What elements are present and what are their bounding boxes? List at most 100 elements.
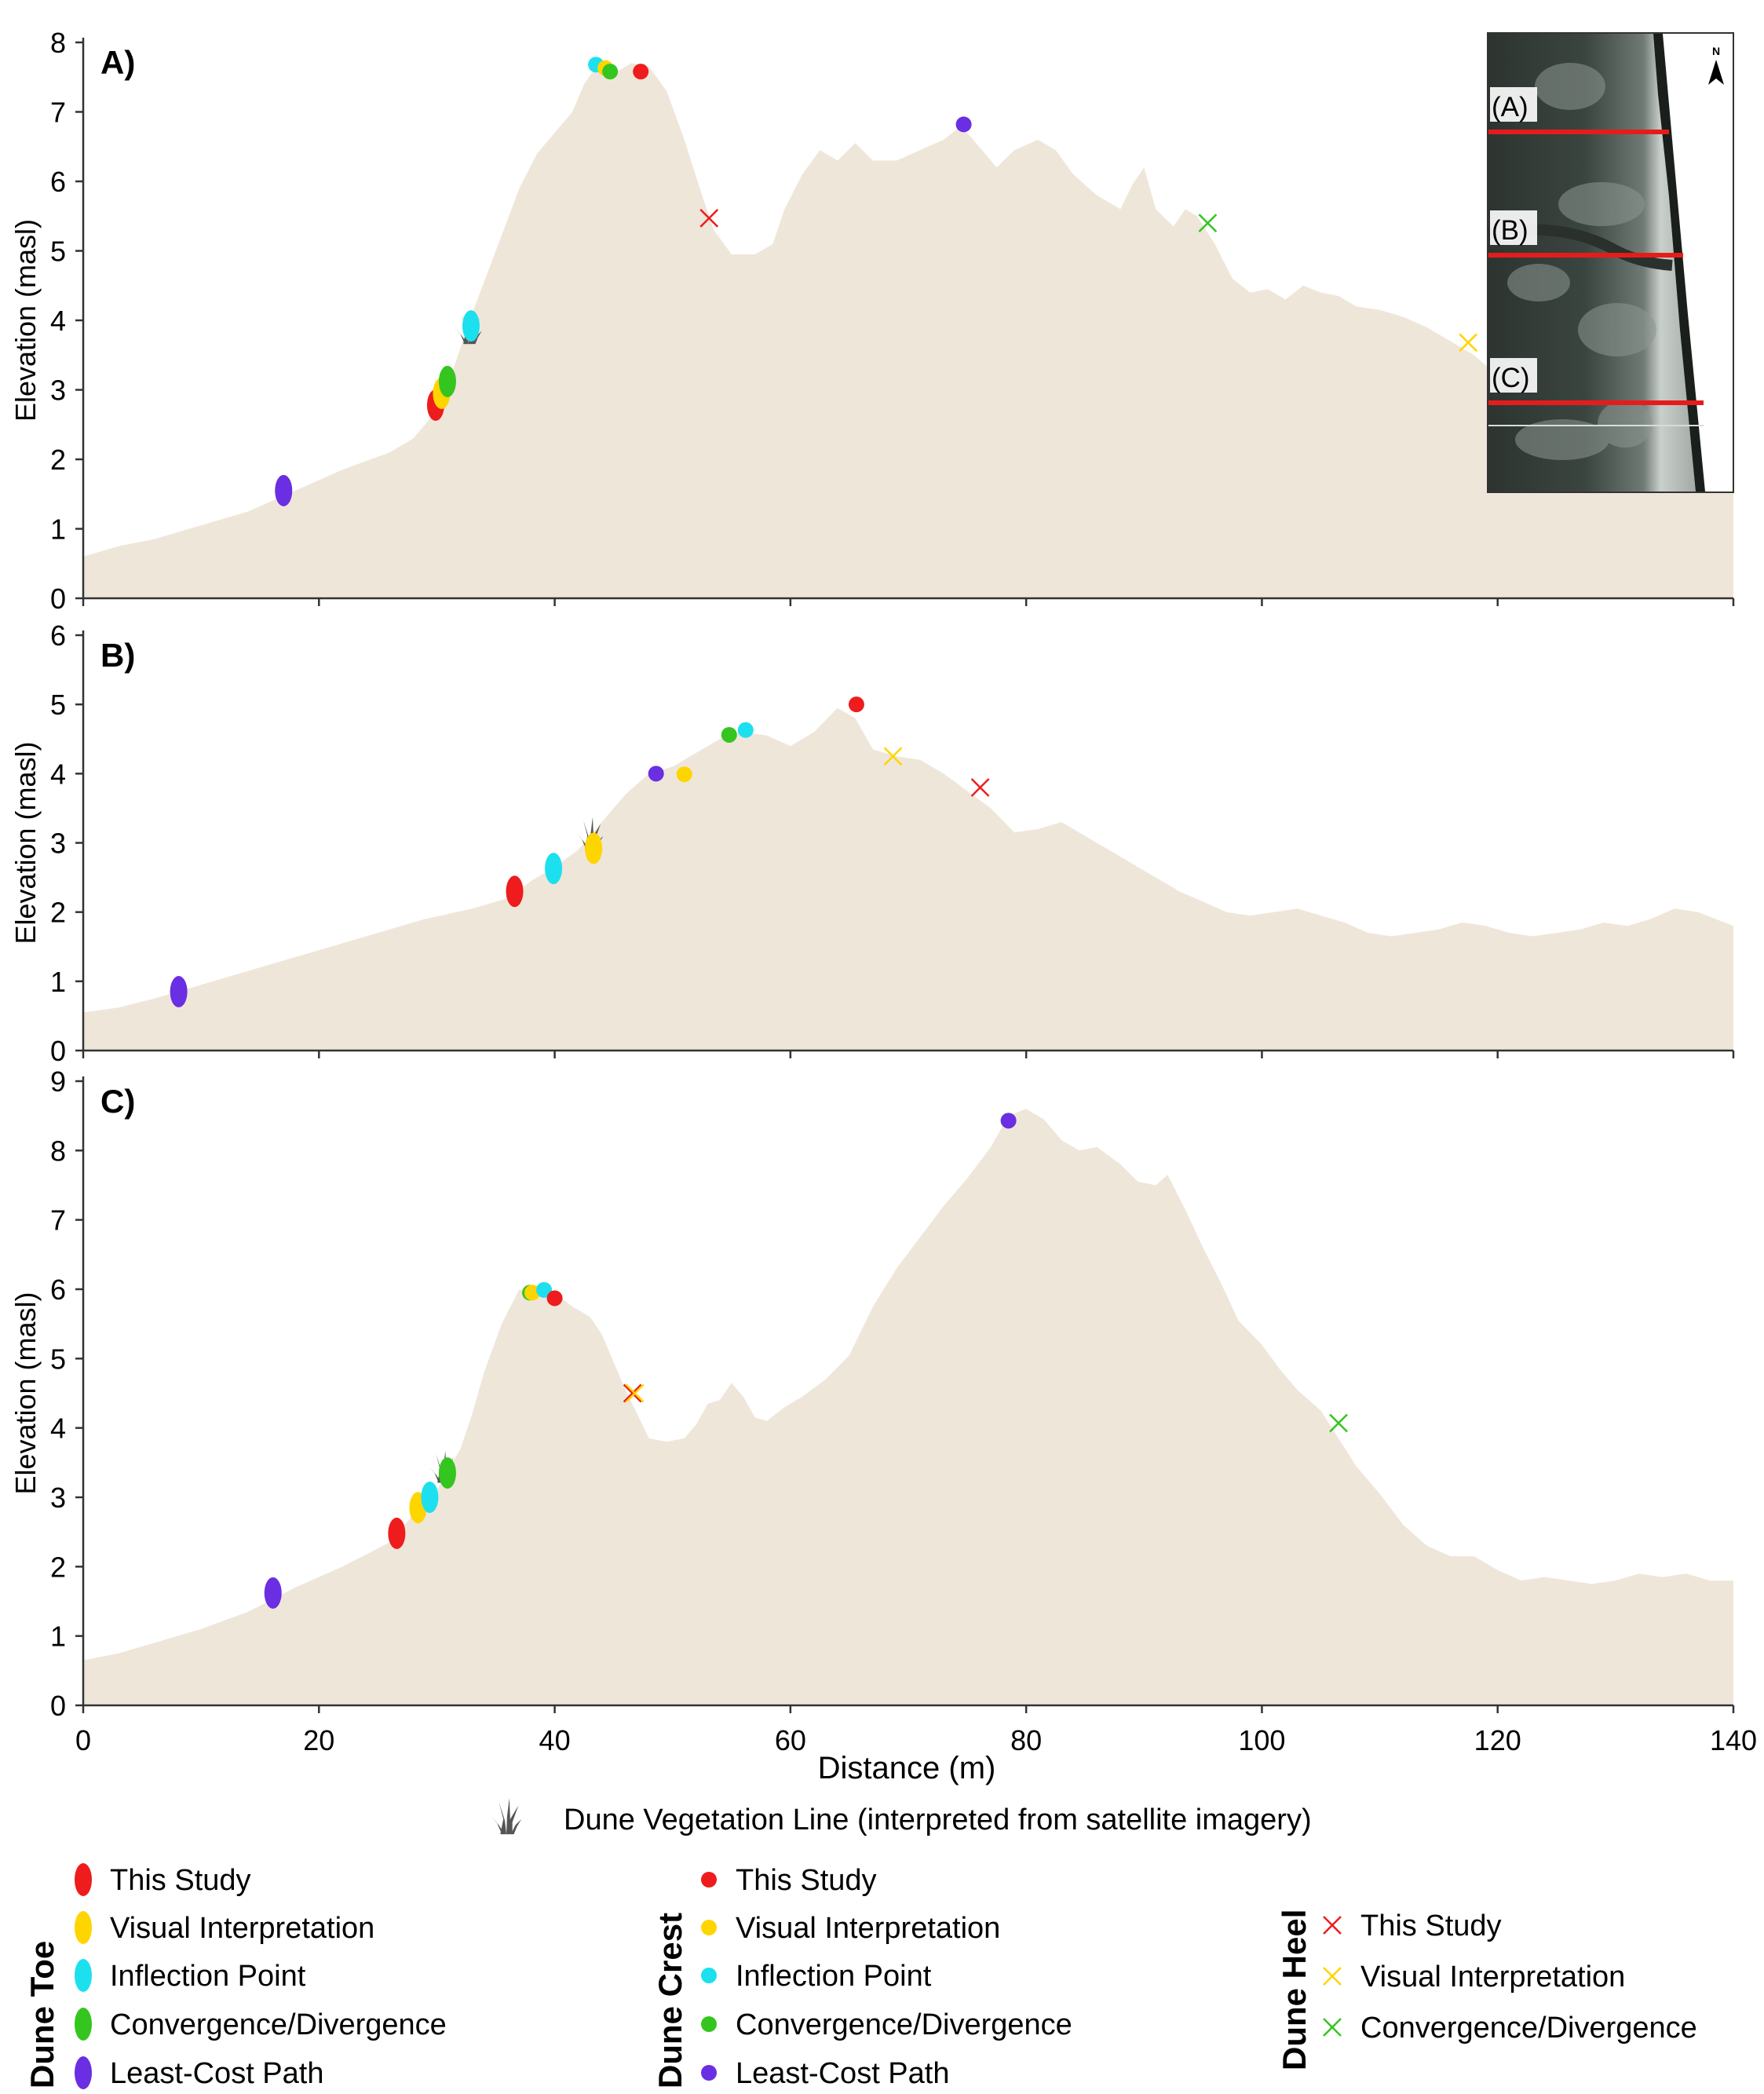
vegetation-legend: Dune Vegetation Line (interpreted from s…: [491, 1798, 1312, 1836]
y-tick-label: 7: [50, 1204, 66, 1237]
legend-marker-visual-interpretation: [1323, 1967, 1342, 1986]
vegetation-legend-label: Dune Vegetation Line (interpreted from s…: [564, 1803, 1312, 1836]
legend-label-least-cost-path: Least-Cost Path: [736, 2057, 949, 2090]
panel-label: B): [100, 637, 135, 674]
dune-crest-convergence-divergence: [721, 726, 737, 743]
legend-marker-least-cost-path: [701, 2065, 717, 2081]
x-tick-label: 140: [1710, 1724, 1757, 1756]
dune-toe-least-cost-path: [275, 474, 293, 506]
y-tick-label: 4: [50, 305, 66, 337]
dune-crest-this-study: [633, 64, 649, 80]
legend-label-visual-interpretation: Visual Interpretation: [110, 1912, 374, 1945]
y-tick-label: 8: [50, 1135, 66, 1167]
dune-crest-least-cost-path: [955, 116, 972, 133]
y-tick-label: 3: [50, 828, 66, 860]
panel-label: C): [100, 1083, 135, 1120]
y-tick-label: 8: [50, 27, 66, 59]
y-tick-label: 9: [50, 1065, 66, 1098]
y-tick-label: 4: [50, 1412, 66, 1445]
panel-a: 0 1 2 3 4 5 6 7 8 Elevation (masl) A): [9, 27, 1735, 615]
legend-marker-this-study: [75, 1863, 92, 1896]
dune-crest-least-cost-path: [648, 766, 664, 782]
legend-marker-convergence-divergence: [701, 2016, 717, 2032]
y-tick-label: 1: [50, 1621, 66, 1653]
dune-heel-convergence-divergence: [1329, 1413, 1348, 1433]
legend-label-convergence-divergence: Convergence/Divergence: [736, 2008, 1072, 2041]
legend-title-dune-crest: Dune Crest: [652, 1913, 688, 2089]
panel-b: 0 1 2 3 4 5 6 Elevation (masl) B): [9, 619, 1735, 1067]
y-tick-label: 7: [50, 97, 66, 129]
grass-icon: [491, 1798, 522, 1835]
legend-dune-toe: Dune Toe This Study Visual Interpretation…: [24, 1863, 447, 2090]
dune-heel-visual-interpretation: [1459, 333, 1478, 353]
legend-label-convergence-divergence: Convergence/Divergence: [110, 2008, 447, 2041]
dune-crest-inflection-point: [536, 1281, 553, 1298]
y-tick-label: 3: [50, 1482, 66, 1514]
y-tick-label: 5: [50, 1343, 66, 1375]
y-axis-title: Elevation (masl): [9, 741, 42, 944]
dune-heel-visual-interpretation: [883, 747, 903, 766]
dune-toe-visual-interpretation: [585, 832, 603, 864]
y-tick-label: 5: [50, 236, 66, 268]
x-tick-label: 120: [1474, 1724, 1521, 1756]
y-tick-label: 1: [50, 966, 66, 998]
inset-map: (A) (B) (C) N: [1487, 32, 1734, 493]
dune-crest-visual-interpretation: [524, 1285, 541, 1301]
dune-toe-least-cost-path: [264, 1577, 282, 1609]
y-tick-label: 2: [50, 444, 66, 476]
panel-c: 0 1 2 3 4 5 6 7 8 9 0 20 40 60 80 100 120 140 Elevation (m…: [9, 1065, 1757, 1756]
y-tick-label: 0: [50, 1035, 66, 1067]
legend-marker-this-study: [1323, 1916, 1342, 1935]
x-tick-label: 40: [539, 1724, 571, 1756]
y-tick-label: 5: [50, 689, 66, 721]
y-tick-label: 2: [50, 1551, 66, 1583]
dune-toe-inflection-point: [421, 1482, 439, 1513]
dune-toe-least-cost-path: [170, 976, 188, 1008]
x-tick-label: 20: [303, 1724, 334, 1756]
dune-heel-this-study: [623, 1383, 642, 1403]
y-tick-label: 6: [50, 1274, 66, 1306]
legend-marker-inflection-point: [75, 1959, 92, 1992]
x-tick-label: 80: [1010, 1724, 1042, 1756]
legend-marker-this-study: [701, 1872, 717, 1888]
legend-marker-convergence-divergence: [75, 2008, 92, 2041]
legend-marker-convergence-divergence: [1323, 2018, 1342, 2037]
legend-marker-least-cost-path: [75, 2056, 92, 2089]
profile-area: [83, 707, 1733, 1051]
y-tick-label: 0: [50, 583, 66, 615]
y-tick-label: 1: [50, 513, 66, 546]
x-axis-title: Distance (m): [818, 1751, 996, 1785]
dune-heel-visual-interpretation: [625, 1383, 645, 1403]
legend-label-convergence-divergence: Convergence/Divergence: [1360, 2012, 1697, 2045]
dune-toe-this-study: [506, 875, 524, 908]
dune-toe-inflection-point: [462, 310, 480, 342]
y-tick-label: 0: [50, 1690, 66, 1722]
legend-marker-inflection-point: [701, 1968, 717, 1983]
dune-crest-this-study: [848, 696, 864, 713]
legend-label-this-study: This Study: [736, 1864, 877, 1897]
profile-area: [83, 1109, 1733, 1705]
dune-heel-this-study: [699, 209, 719, 228]
legend-dune-crest: Dune Crest This Study Visual Interpretati…: [652, 1864, 1072, 2090]
dune-heel-convergence-divergence: [1198, 214, 1218, 232]
dune-crest-least-cost-path: [1000, 1113, 1017, 1129]
dune-crest-this-study: [546, 1290, 563, 1306]
inset-label-a: (A): [1492, 92, 1528, 122]
legend-label-this-study: This Study: [110, 1864, 251, 1897]
svg-text:N: N: [1712, 45, 1720, 57]
legend-label-visual-interpretation: Visual Interpretation: [1360, 1961, 1625, 1994]
legend-label-visual-interpretation: Visual Interpretation: [736, 1912, 1000, 1945]
dune-toe-convergence-divergence: [438, 1457, 456, 1489]
x-tick-label: 0: [75, 1724, 91, 1756]
panel-label: A): [100, 44, 135, 81]
legend-label-inflection-point: Inflection Point: [736, 1960, 932, 1993]
legend-label-inflection-point: Inflection Point: [110, 1960, 306, 1993]
x-tick-label: 60: [775, 1724, 806, 1756]
dune-toe-convergence-divergence: [438, 365, 456, 397]
legend-title-dune-heel: Dune Heel: [1276, 1909, 1313, 2070]
y-tick-label: 4: [50, 758, 66, 790]
y-tick-label: 6: [50, 619, 66, 652]
dune-crest-convergence-divergence: [602, 64, 619, 80]
y-tick-label: 3: [50, 375, 66, 407]
